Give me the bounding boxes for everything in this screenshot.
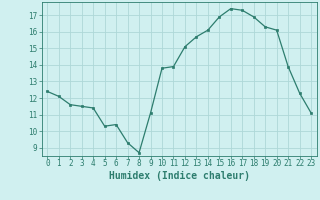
- X-axis label: Humidex (Indice chaleur): Humidex (Indice chaleur): [109, 171, 250, 181]
